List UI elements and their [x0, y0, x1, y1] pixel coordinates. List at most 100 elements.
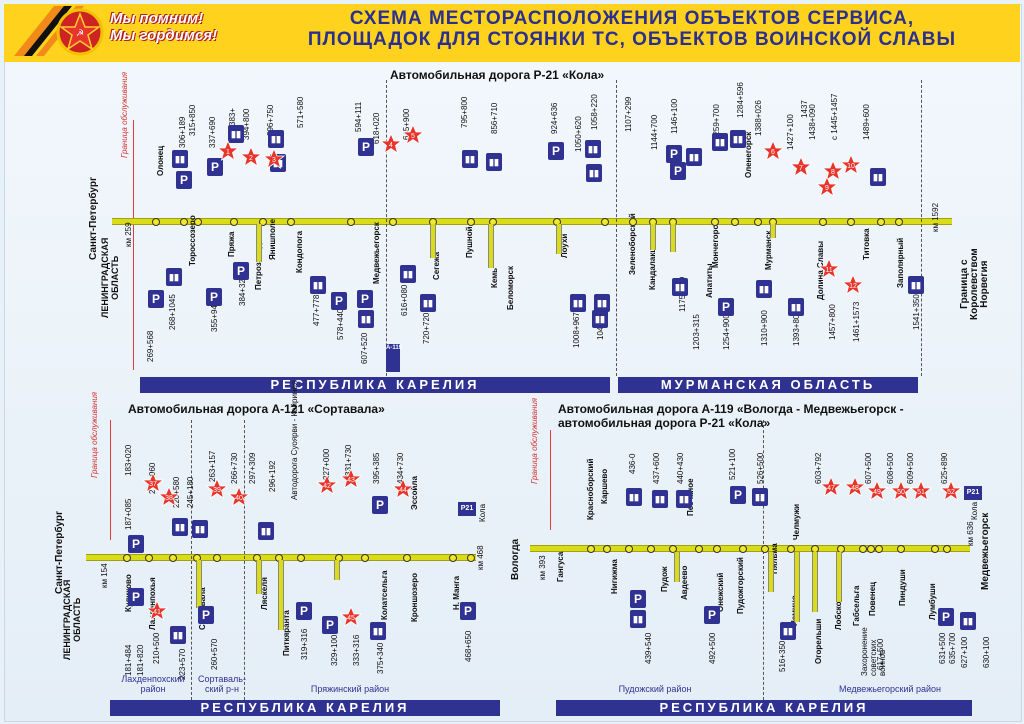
- junction-dot: [194, 218, 202, 226]
- a119-end-city: Медвежьегорск: [980, 512, 991, 590]
- p21-km-top-25: 1489+600: [862, 104, 871, 140]
- a121-plate-label: Р21: [460, 505, 474, 512]
- toilet-icon: ▮▮: [630, 610, 646, 628]
- side-road-stub: [836, 552, 842, 602]
- p21-km-top-14: 1058+220: [590, 94, 599, 130]
- junction-dot: [931, 545, 939, 553]
- a121-km-bottom-5: 319+316: [300, 628, 309, 660]
- a119-km-top-0: 436-0: [628, 453, 637, 474]
- memorial-star-number: 44: [399, 487, 407, 494]
- route-plate-a119: А-119: [386, 344, 403, 372]
- memorial-star-icon: 41: [146, 600, 168, 621]
- memorial-star-icon: 52: [940, 480, 962, 501]
- memorial-star-number: 42: [323, 483, 331, 490]
- memorial-star-number: 50: [897, 489, 905, 496]
- p21-km-top-1: 315+850: [188, 104, 197, 136]
- toilet-icon: ▮▮: [228, 125, 244, 143]
- junction-dot: [587, 545, 595, 553]
- p21-km-top-24: с 1445+1457: [830, 93, 839, 141]
- region-band-murmansk: МУРМАНСКАЯ ОБЛАСТЬ: [618, 377, 918, 393]
- toilet-icon: ▮▮: [908, 276, 924, 294]
- a121-km-top-0: 183+020: [124, 444, 133, 476]
- junction-dot: [467, 554, 475, 562]
- a121-km-top-11: 395+385: [372, 452, 381, 484]
- a119-town-gangusa: Гангуса: [556, 551, 565, 582]
- junction-dot: [169, 554, 177, 562]
- p21-km-top-12: 924+636: [550, 102, 559, 134]
- junction-dot: [287, 218, 295, 226]
- a121-start-region: ЛЕНИНГРАДСКАЯ ОБЛАСТЬ: [62, 579, 82, 660]
- memorial-star-number: 51: [917, 489, 925, 496]
- toilet-icon: ▮▮: [730, 130, 746, 148]
- parking-icon: P: [233, 262, 249, 280]
- junction-dot: [123, 554, 131, 562]
- a119-start-city: Вологда: [510, 538, 521, 580]
- memorial-star-icon: 5: [402, 124, 424, 145]
- a121-district-pryazha: Пряжинский район: [310, 684, 390, 694]
- junction-dot: [347, 218, 355, 226]
- parking-icon: P: [322, 616, 338, 634]
- toilet-icon: ▮▮: [400, 265, 416, 283]
- a119-km-bottom-1: 492+500: [708, 632, 717, 664]
- side-road-stub: [256, 560, 262, 594]
- p21-town-apatity: Апатиты: [705, 263, 714, 298]
- junction-dot: [145, 554, 153, 562]
- p21-km-bottom-13: 1254+900: [722, 314, 731, 350]
- region-band-karelia: РЕСПУБЛИКА КАРЕЛИЯ: [140, 377, 610, 393]
- toilet-icon: ▮▮: [166, 268, 182, 286]
- toilet-icon: ▮▮: [310, 276, 326, 294]
- memorial-star-icon: 10: [840, 154, 862, 175]
- p21-km-top-20: 1388+026: [754, 100, 763, 136]
- a121-km-bottom-4: 260+570: [210, 638, 219, 670]
- toilet-icon: ▮▮: [370, 622, 386, 640]
- junction-dot: [297, 554, 305, 562]
- p21-km-bottom-6: 607+520: [360, 332, 369, 364]
- a121-km-top-6: 266+730: [230, 452, 239, 484]
- a121-border-label: Граница обслуживания: [90, 391, 99, 478]
- a119-district-pudozh: Пудожский район: [618, 684, 692, 694]
- p21-km-top-3: 383+: [228, 107, 237, 126]
- junction-dot: [603, 545, 611, 553]
- a119-town-pudozhgorsky: Пудожгорский: [736, 557, 745, 614]
- memorial-star-icon: 48: [844, 476, 866, 497]
- a121-km-bottom-9: 468+650: [464, 630, 473, 662]
- a119-town-chelmuzhi: Челмужи: [792, 503, 801, 540]
- junction-dot: [629, 218, 637, 226]
- memorial-star-number: 40: [235, 495, 243, 502]
- a119-border-line: [550, 430, 551, 530]
- parking-icon: P: [296, 602, 312, 620]
- p21-town-titovka: Титовка: [862, 228, 871, 260]
- memorial-star-icon: 39: [206, 478, 228, 499]
- side-road-stub: [488, 224, 494, 268]
- p21-km-bottom-8: 720+720: [422, 312, 431, 344]
- a119-region-band: РЕСПУБЛИКА КАРЕЛИЯ: [556, 700, 972, 716]
- a121-km-top-1: 187+085: [124, 498, 133, 530]
- parking-icon: P: [630, 590, 646, 608]
- junction-dot: [754, 218, 762, 226]
- junction-dot: [467, 218, 475, 226]
- toilet-icon: ▮▮: [420, 294, 436, 312]
- a119-km-bottom-7: 630+100: [982, 636, 991, 668]
- junction-dot: [943, 545, 951, 553]
- a119-town-avdeevo: Авдеево: [680, 565, 689, 600]
- toilet-icon: ▮▮: [672, 278, 688, 296]
- toilet-icon: ▮▮: [585, 140, 601, 158]
- side-road-stub: [770, 224, 776, 238]
- side-road-stub: [768, 552, 774, 592]
- side-road-stub: [556, 224, 562, 254]
- a119-divider-1: [763, 420, 764, 700]
- p21-km-top-13: 1050+620: [574, 116, 583, 152]
- a119-town-povenets: Повенец: [868, 581, 877, 616]
- p21-km-top-10: 795+800: [460, 96, 469, 128]
- toilet-icon: ▮▮: [960, 612, 976, 630]
- route-plate-label: А-119: [386, 345, 403, 351]
- parking-icon: P: [148, 290, 164, 308]
- memorial-star-number: 7: [799, 165, 803, 172]
- a121-km-bottom-6: 329+100: [330, 634, 339, 666]
- junction-dot: [601, 218, 609, 226]
- p21-divider-2: [616, 80, 617, 376]
- junction-dot: [739, 545, 747, 553]
- a119-town-pindushi: Пиндуши: [898, 569, 907, 606]
- a121-district-sortavala: Сортаваль- ский р-н: [198, 674, 246, 694]
- memorial-star-icon: 50: [890, 480, 912, 501]
